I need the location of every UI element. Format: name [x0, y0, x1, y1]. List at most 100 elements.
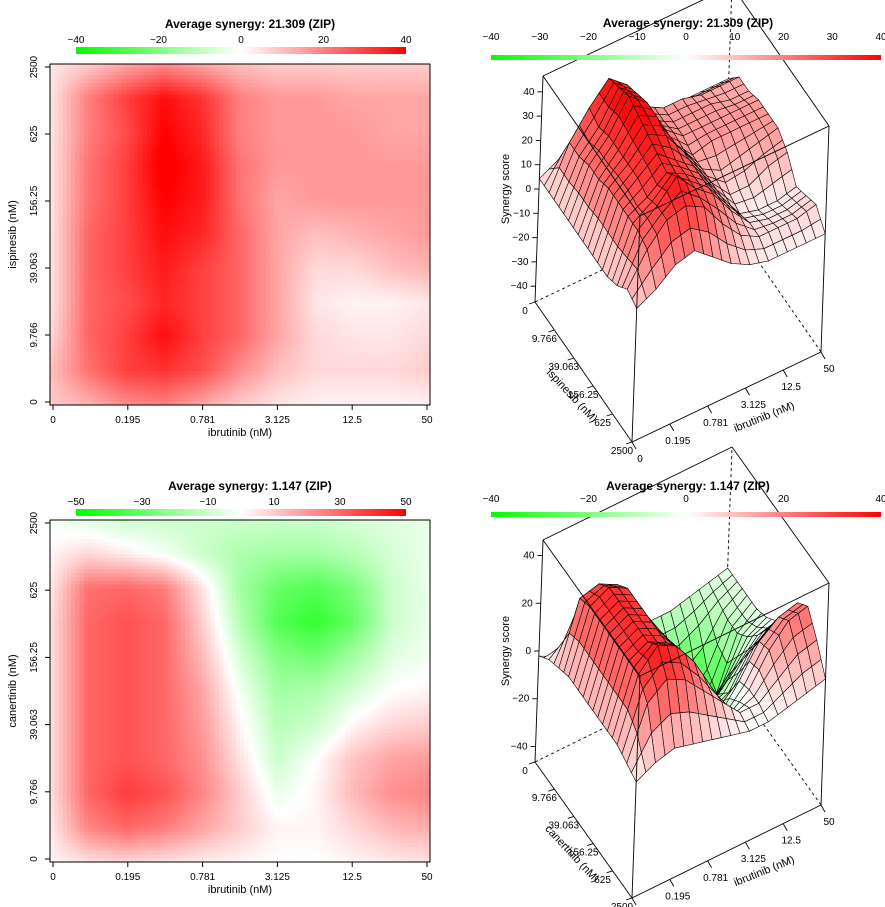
heatmap-cell	[278, 117, 283, 122]
heatmap-cell	[79, 101, 85, 107]
heatmap-cell	[104, 185, 110, 190]
heatmap-cell	[96, 86, 102, 91]
heatmap-cell	[413, 234, 418, 239]
heatmap-cell	[332, 162, 338, 167]
heatmap-cell	[328, 261, 334, 266]
heatmap-cell	[83, 242, 89, 247]
heatmap-cell	[358, 135, 363, 141]
heatmap-cell	[370, 158, 376, 163]
heatmap-cell	[248, 189, 254, 194]
heatmap-cell	[286, 132, 292, 137]
heatmap-cell	[311, 173, 317, 179]
heatmap-cell	[282, 268, 287, 273]
heatmap-cell	[227, 170, 232, 175]
heatmap-cell	[320, 154, 325, 160]
heatmap-cell	[366, 245, 372, 251]
heatmap-cell	[58, 82, 64, 88]
heatmap-cell	[138, 253, 144, 258]
heatmap-cell	[210, 154, 216, 160]
heatmap-cell	[366, 196, 372, 201]
heatmap-cell	[142, 261, 148, 266]
heatmap-cell	[345, 177, 351, 182]
heatmap-cell	[362, 207, 368, 213]
heatmap-cell	[62, 211, 68, 216]
heatmap-cell	[189, 245, 194, 251]
heatmap-cell	[273, 242, 279, 247]
heatmap-cell	[349, 139, 355, 144]
heatmap-cell	[286, 75, 292, 80]
heatmap-cell	[71, 113, 76, 118]
heatmap-cell	[117, 234, 123, 239]
heatmap-cell	[328, 113, 334, 118]
heatmap-cell	[71, 173, 76, 179]
heatmap-cell	[231, 109, 237, 114]
heatmap-cell	[227, 223, 232, 228]
heatmap-cell	[218, 113, 224, 118]
heatmap-cell	[290, 173, 296, 179]
heatmap-cell	[75, 196, 80, 201]
heatmap-cell	[404, 234, 410, 239]
heatmap-cell	[223, 71, 228, 76]
heatmap-cell	[316, 75, 321, 80]
heatmap-cell	[278, 151, 283, 156]
heatmap-cell	[328, 185, 334, 190]
heatmap-cell	[341, 139, 346, 144]
heatmap-cell	[168, 154, 173, 160]
heatmap-cell	[130, 64, 135, 69]
heatmap-cell	[248, 196, 254, 201]
heatmap-cell	[214, 75, 220, 80]
heatmap-cell	[366, 67, 372, 72]
heatmap-cell	[218, 219, 224, 224]
heatmap-cell	[248, 64, 254, 69]
heatmap-cell	[383, 257, 389, 262]
heatmap-cell	[180, 154, 186, 160]
heatmap-cell	[400, 234, 406, 239]
heatmap-cell	[400, 253, 406, 258]
heatmap-cell	[104, 128, 110, 133]
heatmap-cell	[362, 79, 368, 84]
heatmap-cell	[164, 181, 169, 186]
heatmap-cell	[176, 124, 182, 129]
heatmap-cell	[189, 79, 194, 84]
heatmap-cell	[362, 173, 368, 179]
heatmap-cell	[269, 75, 275, 80]
heatmap-cell	[151, 109, 156, 114]
heatmap-cell	[50, 207, 55, 213]
heatmap-cell	[417, 162, 422, 167]
heatmap-cell	[328, 181, 334, 186]
heatmap-cell	[244, 86, 249, 91]
heatmap-cell	[252, 196, 258, 201]
heatmap-cell	[320, 158, 325, 163]
heatmap-cell	[256, 211, 262, 216]
heatmap-cell	[227, 71, 232, 76]
heatmap-cell	[100, 82, 106, 88]
heatmap-cell	[320, 71, 325, 76]
heatmap-cell	[244, 196, 249, 201]
heatmap-cell	[231, 196, 237, 201]
heatmap-cell	[113, 117, 118, 122]
heatmap-cell	[294, 120, 300, 126]
heatmap-cell	[396, 94, 401, 99]
heatmap-cell	[117, 257, 123, 262]
heatmap-cell	[193, 230, 199, 235]
heatmap-cell	[66, 64, 72, 69]
heatmap-cell	[172, 98, 178, 103]
heatmap-cell	[206, 101, 211, 107]
heatmap-cell	[134, 113, 140, 118]
heatmap-cell	[278, 238, 283, 243]
heatmap-cell	[261, 249, 266, 254]
heatmap-cell	[345, 242, 351, 247]
heatmap-cell	[62, 139, 68, 144]
heatmap-cell	[176, 135, 182, 141]
heatmap-cell	[354, 185, 359, 190]
heatmap-cell	[421, 219, 427, 224]
heatmap-cell	[248, 124, 254, 129]
heatmap-cell	[265, 245, 270, 251]
heatmap-cell	[404, 71, 410, 76]
heatmap-cell	[100, 101, 106, 107]
heatmap-cell	[324, 200, 330, 205]
heatmap-cell	[189, 162, 194, 167]
heatmap-cell	[155, 196, 161, 201]
heatmap-cell	[278, 253, 283, 258]
heatmap-cell	[62, 98, 68, 103]
